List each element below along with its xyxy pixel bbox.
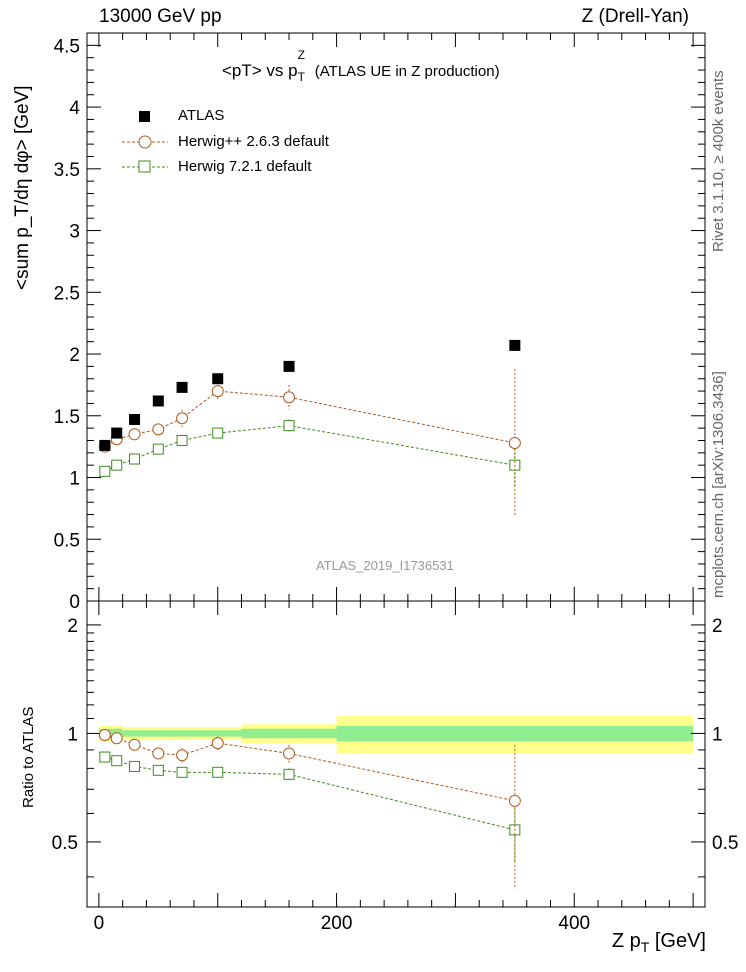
herwigpp-main-line [104,390,515,448]
x-axis-label-pre: Z p [611,930,641,952]
herwigpp-main-point [128,428,141,441]
legend-label-herwig7: Herwig 7.2.1 default [178,158,312,175]
herwig7-main-point [176,434,188,446]
main-ytick-label: 0 [69,592,80,613]
header-collision-label: 13000 GeV pp [99,6,222,27]
herwigpp-ratio-point [98,729,111,742]
legend-label-herwigpp: Herwig++ 2.6.3 default [178,133,329,150]
ratio-ytick-label-left: 0.5 [52,833,78,854]
herwigpp-ratio-point [176,749,189,762]
main-ytick-label: 3.5 [54,160,80,181]
herwigpp-ratio-point [152,747,165,760]
atlas-main-point [99,439,111,451]
ratio-band-inner [146,730,242,737]
ratio-y-axis-label: Ratio to ATLAS [20,706,37,808]
ratio-band-inner [336,725,694,742]
main-ytick-label: 1 [69,469,80,490]
xtick-label: 200 [321,913,353,934]
herwig7-main-point [99,465,111,477]
herwig7-main-line [104,425,515,472]
xtick-label: 400 [558,913,590,934]
herwig7-main-point [111,459,123,471]
main-ytick-label: 1.5 [54,407,80,428]
main-ytick-label: 0.5 [54,530,80,551]
herwigpp-main-point [508,436,521,449]
main-ytick-label: 4.5 [54,36,80,57]
ratio-band-inner [122,730,147,737]
main-data-series [98,339,521,518]
main-ytick-label: 2.5 [54,283,80,304]
x-axis-label-post: [GeV] [649,930,706,952]
chart-title-sup: Z [297,48,305,62]
x-axis-label: Z pT [GeV] [612,930,706,955]
analysis-id-watermark: ATLAS_2019_I1736531 [316,558,454,573]
ratio-band-inner [241,728,337,739]
legend-marker-atlas [139,111,150,122]
ratio-ytick-label-right: 1 [712,724,723,745]
herwigpp-ratio-point [211,737,224,750]
chart-title-post: (ATLAS UE in Z production) [310,63,500,80]
herwigpp-ratio-point [110,732,123,745]
legend-label-atlas: ATLAS [178,107,225,124]
herwig7-main-point [212,427,224,439]
herwigpp-main-point [176,412,189,425]
main-ytick-label: 3 [69,222,80,243]
atlas-main-point [129,413,141,425]
herwigpp-ratio-point [128,738,141,751]
herwig7-main-point [283,420,295,432]
main-ytick-label: 2 [69,345,80,366]
herwig7-ratio-line [104,756,515,831]
herwig7-ratio-point [176,766,188,778]
atlas-main-point [111,427,123,439]
main-axis-ticks [87,33,705,602]
ratio-ytick-label-left: 2 [67,616,78,637]
ratio-ytick-label-left: 1 [67,724,78,745]
chart-title-sub: T [297,70,305,84]
chart-title-pre: <pT> vs p [222,61,298,80]
legend [122,111,168,173]
ratio-band-inner [98,728,123,739]
x-axis-label-sub: T [640,939,650,955]
mcplots-reference-note: mcplots.cern.ch [arXiv:1306.3436] [710,371,727,598]
herwig7-ratio-point [111,755,123,767]
header-process-label: Z (Drell-Yan) [581,6,689,27]
herwig7-ratio-point [152,764,164,776]
ratio-ytick-label-right: 0.5 [712,833,738,854]
ratio-axis-ticks [87,601,705,907]
atlas-main-point [176,381,188,393]
main-y-axis-label: <sum p_T/dη dφ> [GeV] [12,85,33,290]
herwigpp-ratio-point [508,794,521,807]
main-ytick-label: 4 [69,98,80,119]
legend-marker-herwigpp [138,135,152,149]
ytick-labels: 0 0.5 1 1.5 2 2.5 3 3.5 4 4.5 0 200 400 0.5 0.5 1 1 2 2 [52,36,739,934]
herwig7-ratio-point [129,760,141,772]
herwig7-ratio-point [212,766,224,778]
ratio-ytick-label-right: 2 [712,616,723,637]
legend-marker-herwig7 [138,160,151,173]
atlas-main-point [152,395,164,407]
herwig7-main-point [152,443,164,455]
atlas-main-point [509,339,521,351]
ratio-plot-frame [86,600,706,908]
herwig7-main-point [129,453,141,465]
herwig7-ratio-point [283,768,295,780]
ratio-data-series [98,729,521,890]
xtick-label: 0 [94,913,105,934]
rivet-version-note: Rivet 3.1.10, ≥ 400k events [710,70,727,252]
ratio-uncertainty-bands [98,715,694,754]
atlas-main-point [283,360,295,372]
herwigpp-main-point [211,385,224,398]
herwigpp-ratio-point [283,747,296,760]
atlas-main-point [212,373,224,385]
herwigpp-main-point [152,423,165,436]
herwig7-ratio-point [99,751,111,763]
herwigpp-main-point [283,391,296,404]
